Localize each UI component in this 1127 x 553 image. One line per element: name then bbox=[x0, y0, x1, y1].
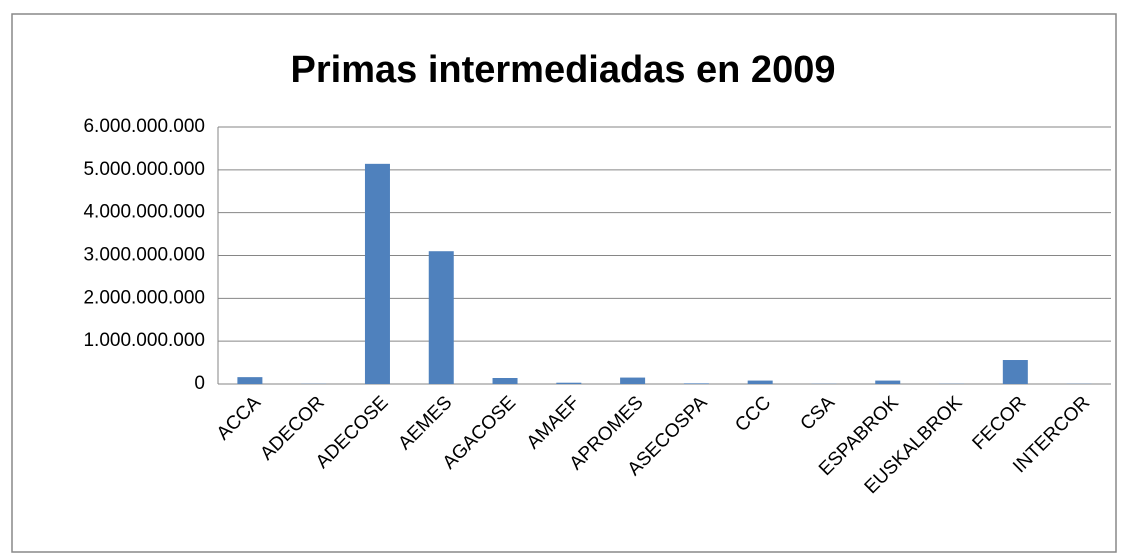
bar bbox=[428, 251, 454, 384]
bar bbox=[556, 382, 582, 384]
y-tick-label: 1.000.000.000 bbox=[83, 330, 205, 351]
bar bbox=[237, 377, 263, 384]
y-tick-label: 3.000.000.000 bbox=[83, 245, 205, 266]
bar bbox=[1002, 360, 1028, 384]
bar bbox=[747, 380, 773, 384]
y-tick-label: 4.000.000.000 bbox=[83, 202, 205, 223]
bar bbox=[620, 377, 646, 384]
y-tick-label: 0 bbox=[194, 373, 205, 394]
chart-title: Primas intermediadas en 2009 bbox=[291, 49, 836, 91]
bar bbox=[683, 383, 709, 384]
y-tick-label: 2.000.000.000 bbox=[83, 287, 205, 308]
y-tick-label: 5.000.000.000 bbox=[83, 159, 205, 180]
bar bbox=[875, 380, 901, 384]
y-tick-label: 6.000.000.000 bbox=[83, 116, 205, 137]
chart-frame bbox=[11, 13, 1117, 553]
bar bbox=[492, 378, 518, 384]
bar bbox=[364, 163, 390, 384]
